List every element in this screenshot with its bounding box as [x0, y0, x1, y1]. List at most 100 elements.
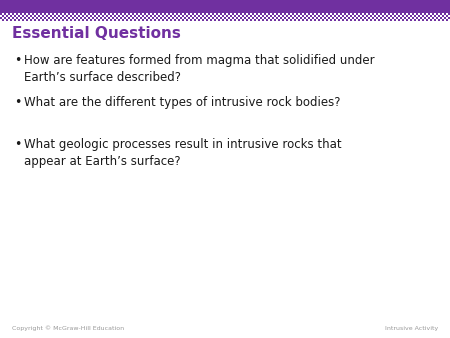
Bar: [170, 15, 172, 17]
Bar: [256, 17, 258, 19]
Bar: [8, 19, 10, 21]
Bar: [196, 13, 198, 15]
Bar: [220, 13, 222, 15]
Bar: [18, 15, 20, 17]
Bar: [184, 19, 186, 21]
Bar: [434, 13, 436, 15]
Text: What geologic processes result in intrusive rocks that
appear at Earth’s surface: What geologic processes result in intrus…: [24, 138, 342, 168]
Bar: [298, 13, 300, 15]
Bar: [252, 13, 254, 15]
Bar: [428, 15, 430, 17]
Bar: [116, 13, 118, 15]
Bar: [78, 17, 80, 19]
Bar: [420, 19, 422, 21]
Bar: [68, 19, 70, 21]
Bar: [114, 15, 116, 17]
Bar: [134, 17, 136, 19]
Bar: [244, 17, 246, 19]
Bar: [412, 19, 414, 21]
Bar: [394, 17, 396, 19]
Bar: [372, 15, 374, 17]
Bar: [290, 13, 292, 15]
Bar: [50, 15, 52, 17]
Bar: [136, 19, 138, 21]
Bar: [382, 19, 384, 21]
Bar: [342, 13, 344, 15]
Bar: [132, 19, 134, 21]
Bar: [316, 15, 318, 17]
Bar: [330, 17, 332, 19]
Bar: [294, 19, 296, 21]
Bar: [376, 13, 378, 15]
Bar: [430, 13, 432, 15]
Bar: [272, 13, 274, 15]
Bar: [318, 19, 320, 21]
Bar: [44, 15, 46, 17]
Bar: [148, 17, 150, 19]
Bar: [292, 17, 294, 19]
Bar: [420, 15, 422, 17]
Bar: [394, 19, 396, 21]
Bar: [78, 19, 80, 21]
Bar: [448, 19, 450, 21]
Bar: [122, 17, 124, 19]
Bar: [82, 15, 84, 17]
Bar: [78, 15, 80, 17]
Bar: [168, 17, 170, 19]
Bar: [392, 19, 394, 21]
Bar: [418, 19, 420, 21]
Bar: [354, 15, 356, 17]
Bar: [224, 17, 226, 19]
Bar: [272, 17, 274, 19]
Bar: [436, 15, 438, 17]
Bar: [438, 13, 440, 15]
Bar: [120, 19, 122, 21]
Bar: [370, 13, 372, 15]
Bar: [88, 13, 90, 15]
Bar: [306, 19, 308, 21]
Bar: [398, 19, 400, 21]
Bar: [192, 13, 194, 15]
Bar: [284, 13, 286, 15]
Bar: [112, 15, 114, 17]
Bar: [184, 15, 186, 17]
Bar: [40, 19, 42, 21]
Bar: [188, 17, 190, 19]
Bar: [314, 19, 316, 21]
Bar: [372, 13, 374, 15]
Bar: [248, 15, 250, 17]
Bar: [212, 17, 214, 19]
Bar: [70, 19, 72, 21]
Bar: [274, 13, 276, 15]
Bar: [238, 13, 240, 15]
Bar: [74, 19, 76, 21]
Bar: [0, 13, 2, 15]
Bar: [328, 15, 330, 17]
Bar: [398, 15, 400, 17]
Bar: [406, 13, 408, 15]
Bar: [214, 13, 216, 15]
Bar: [168, 13, 170, 15]
Bar: [388, 17, 390, 19]
Bar: [130, 15, 132, 17]
Bar: [184, 17, 186, 19]
Bar: [278, 13, 280, 15]
Bar: [62, 19, 64, 21]
Bar: [416, 17, 418, 19]
Bar: [130, 17, 132, 19]
Bar: [130, 19, 132, 21]
Bar: [182, 19, 184, 21]
Bar: [208, 15, 210, 17]
Bar: [362, 17, 364, 19]
Bar: [98, 15, 100, 17]
Bar: [316, 19, 318, 21]
Bar: [170, 13, 172, 15]
Bar: [442, 13, 444, 15]
Bar: [244, 13, 246, 15]
Bar: [0, 17, 2, 19]
Bar: [82, 13, 84, 15]
Bar: [418, 15, 420, 17]
Bar: [344, 15, 346, 17]
Text: •: •: [14, 96, 22, 109]
Bar: [356, 15, 358, 17]
